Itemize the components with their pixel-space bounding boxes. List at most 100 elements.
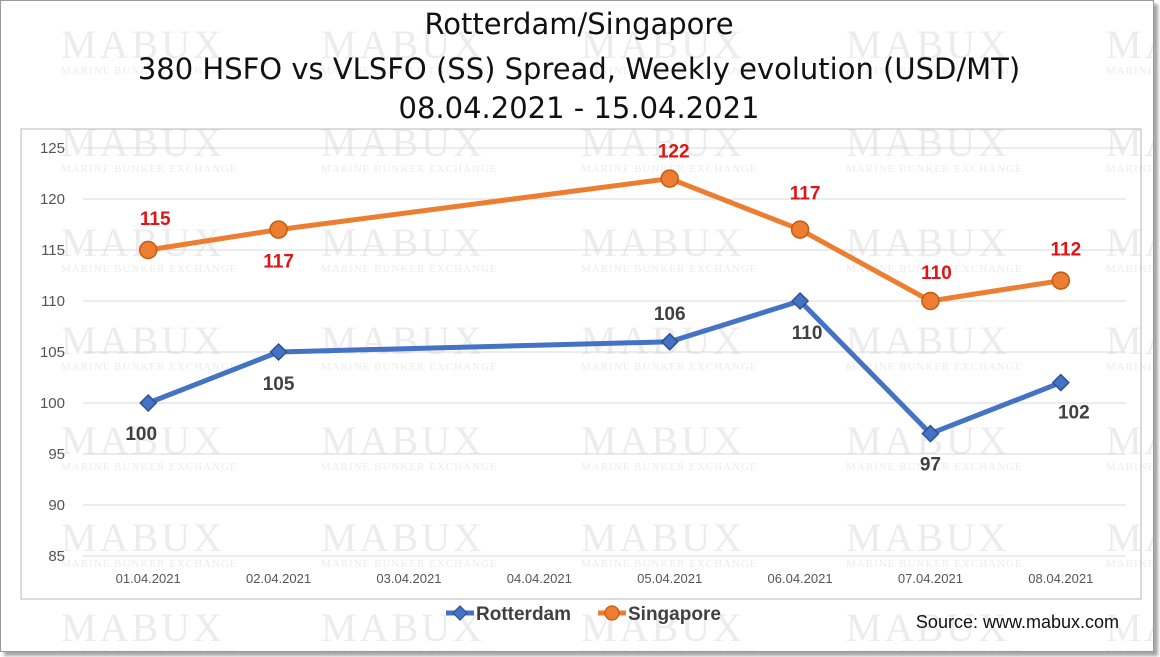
watermark-tagline: MARINE BUNKER EXCHANGE [581,648,758,651]
watermark-tagline: MARINE BUNKER EXCHANGE [61,461,238,473]
watermark-tagline: MARINE BUNKER EXCHANGE [321,361,498,373]
data-point-rotterdam [269,342,288,362]
data-label-singapore: 110 [921,263,952,284]
y-tick-label: 100 [40,395,65,412]
chart-title-line: 380 HSFO vs VLSFO (SS) Spread, Weekly ev… [138,52,1020,86]
watermark-brand: MABUX [61,605,225,650]
y-axis: 85 90 95 100 105 110 115 120 125 [40,140,65,565]
data-label-rotterdam: 106 [654,304,686,325]
watermark-tagline: MARINE BUNKER EXCHANGE [1106,461,1153,473]
watermark-tagline: MARINE BUNKER EXCHANGE [61,648,238,651]
watermark-brand: MABUX [581,22,745,67]
data-label-rotterdam: 110 [792,323,823,344]
data-point-singapore [138,240,158,260]
x-axis: 01.04.2021 02.04.2021 03.04.2021 04.04.2021… [116,571,1094,586]
x-tick-label: 05.04.2021 [637,571,702,586]
y-tick-label: 95 [48,446,65,463]
legend: Rotterdam Singapore [446,604,721,625]
watermark-brand: MABUX [61,418,225,463]
watermark-tagline: MARINE BUNKER EXCHANGE [61,65,238,77]
data-point-singapore [921,291,940,311]
watermark-tagline: MARINE BUNKER EXCHANGE [61,361,238,373]
legend-label: Singapore [628,604,721,625]
watermark-brand: MABUX [61,515,225,560]
watermark-tagline: MARINE BUNKER EXCHANGE [581,65,758,77]
watermark-tagline: MARINE BUNKER EXCHANGE [846,361,1023,373]
watermark-brand: MABUX [321,120,485,165]
legend-item-rotterdam: Rotterdam [446,604,571,625]
watermark-brand: MABUX [321,515,485,560]
watermark-brand: MABUX [1106,22,1153,67]
watermark-tagline: MARINE BUNKER EXCHANGE [321,163,498,175]
watermark-brand: MABUX [581,120,745,165]
data-label-rotterdam: 100 [125,424,157,445]
watermark-brand: MABUX [321,22,485,67]
watermark-brand: MABUX [61,120,225,165]
watermark-tagline: MARINE BUNKER EXCHANGE [1106,263,1153,275]
watermark-tagline: MARINE BUNKER EXCHANGE [321,461,498,473]
data-point-rotterdam [791,291,810,311]
data-labels: 100 105 106 110 97 102 115 117 122 117 110 112 [125,142,1089,476]
watermark-tagline: MARINE BUNKER EXCHANGE [321,558,498,570]
y-tick-label: 125 [40,140,65,157]
watermark-tagline: MARINE BUNKER EXCHANGE [581,163,758,175]
y-tick-label: 120 [40,191,65,208]
x-tick-label: 01.04.2021 [116,571,181,586]
series-line-singapore [145,176,1064,304]
watermark-tagline: MARINE BUNKER EXCHANGE [1106,648,1153,651]
watermark-tagline: MARINE BUNKER EXCHANGE [321,65,498,77]
watermark-tagline: MARINE BUNKER EXCHANGE [321,648,498,651]
watermark-tagline: MARINE BUNKER EXCHANGE [321,263,498,275]
data-label-singapore: 112 [1050,240,1081,261]
watermark-brand: MABUX [581,418,745,463]
data-label-singapore: 117 [263,252,294,273]
data-label-singapore: 117 [790,184,821,205]
x-tick-label: 04.04.2021 [507,571,572,586]
data-point-rotterdam [921,424,940,443]
legend-marker [452,605,468,621]
y-tick-label: 105 [40,344,65,361]
data-label-singapore: 122 [658,142,690,163]
gridlines [83,147,1126,557]
watermark-brand: MABUX [321,220,485,265]
watermark-brand: MABUX [846,22,1010,67]
watermark-tagline: MARINE BUNKER EXCHANGE [846,163,1023,175]
chart-title-line: Rotterdam/Singapore [424,7,733,41]
watermark-brand: MABUX [321,318,485,363]
watermark-tagline: MARINE BUNKER EXCHANGE [1106,558,1153,570]
watermark-brand: MABUX [61,318,225,363]
watermark-brand: MABUX [846,318,1010,363]
watermark-brand: MABUX [1106,515,1153,560]
watermark-brand: MABUX [581,515,745,560]
chart-title: Rotterdam/Singapore 380 HSFO vs VLSFO (SS… [138,7,1020,125]
data-point-rotterdam [1051,373,1070,392]
x-tick-label: 08.04.2021 [1028,571,1093,586]
watermark-tagline: MARINE BUNKER EXCHANGE [581,558,758,570]
watermark-tagline: MARINE BUNKER EXCHANGE [581,263,758,275]
plot-area-border [20,128,1142,600]
data-point-rotterdam [660,332,679,351]
data-label-rotterdam: 105 [263,374,295,395]
watermark-brand: MABUX [846,120,1010,165]
watermark-tagline: MARINE BUNKER EXCHANGE [846,558,1023,570]
watermark-tagline: MARINE BUNKER EXCHANGE [1106,65,1153,77]
watermark-brand: MABUX [1106,120,1153,165]
source-note: Source: www.mabux.com [916,612,1119,632]
watermark-tagline: MARINE BUNKER EXCHANGE [61,163,238,175]
y-tick-label: 90 [48,497,65,514]
watermark-tagline: MARINE BUNKER EXCHANGE [61,263,238,275]
legend-marker [604,605,620,621]
watermark-brand: MABUX [846,220,1010,265]
watermark-tagline: MARINE BUNKER EXCHANGE [1106,163,1153,175]
watermark-brand: MABUX [61,22,225,67]
data-label-singapore: 115 [140,209,171,230]
legend-label: Rotterdam [476,604,571,625]
x-tick-label: 03.04.2021 [376,571,441,586]
watermark-tagline: MARINE BUNKER EXCHANGE [846,263,1023,275]
watermark-tagline: MARINE BUNKER EXCHANGE [846,648,1023,651]
watermark-tagline: MARINE BUNKER EXCHANGE [61,558,238,570]
watermark-tagline: MARINE BUNKER EXCHANGE [1106,361,1153,373]
